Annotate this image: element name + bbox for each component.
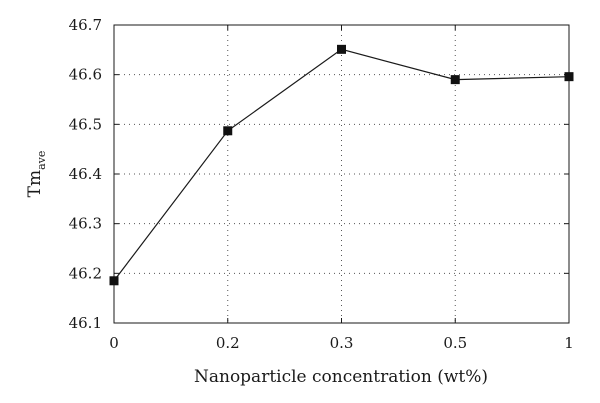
x-tick-label: 1 xyxy=(564,334,574,352)
y-tick-label: 46.7 xyxy=(69,16,102,34)
y-tick-label: 46.1 xyxy=(69,314,102,332)
data-point-marker xyxy=(564,72,574,82)
x-tick-label: 0.3 xyxy=(330,334,354,352)
series-line xyxy=(109,44,574,286)
data-point-marker xyxy=(109,276,119,286)
y-axis-ticks: 46.1 46.2 46.3 46.4 46.5 46.6 46.7 xyxy=(69,16,569,332)
y-tick-label: 46.3 xyxy=(69,215,102,233)
y-axis-label-sub: ave xyxy=(35,151,48,170)
plot-frame xyxy=(113,24,570,324)
y-tick-label: 46.4 xyxy=(69,165,102,183)
data-point-marker xyxy=(223,126,233,136)
y-tick-label: 46.6 xyxy=(69,66,102,84)
grid-lines xyxy=(114,25,569,323)
y-axis-label-main: Tm xyxy=(25,170,45,197)
data-point-marker xyxy=(337,44,346,54)
x-tick-label: 0 xyxy=(109,334,119,352)
data-point-marker xyxy=(450,75,460,85)
y-tick-label: 46.5 xyxy=(69,115,102,133)
y-axis-label: Tmave xyxy=(25,151,48,198)
x-axis-label: Nanoparticle concentration (wt%) xyxy=(194,367,488,387)
x-tick-label: 0.2 xyxy=(216,334,240,352)
y-tick-label: 46.2 xyxy=(69,264,102,282)
x-tick-label: 0.5 xyxy=(443,334,467,352)
x-axis-ticks: 0 0.2 0.3 0.5 1 xyxy=(109,25,574,352)
